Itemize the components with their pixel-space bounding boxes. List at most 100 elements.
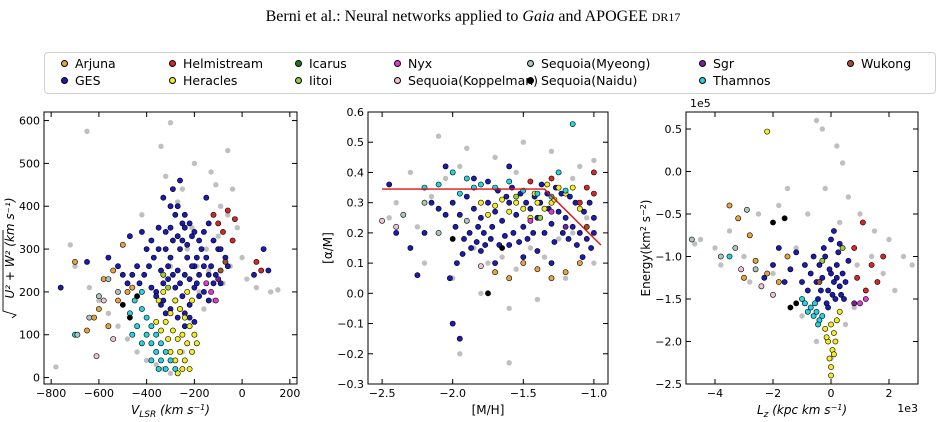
data-point [93,353,100,360]
data-point [475,223,481,230]
data-point [459,251,466,257]
data-point [184,288,191,295]
x-tick-label: −600 [84,387,114,400]
data-point [205,297,212,304]
data-point [770,270,776,277]
data-point [527,205,534,212]
data-point [457,163,463,170]
x-tick-label: 0 [239,387,246,400]
data-point [793,249,800,256]
data-point [200,263,207,270]
data-point [534,199,541,206]
legend-label: Sgr [713,56,735,71]
data-point [203,194,210,201]
data-point [84,128,90,134]
data-point [136,280,143,287]
data-point [96,306,102,312]
data-point [463,175,470,182]
data-point [158,143,164,149]
data-point [576,260,583,266]
data-point [435,205,442,212]
data-point [770,262,776,268]
legend-marker [61,60,68,67]
data-point [820,245,827,251]
legend-marker [527,60,534,67]
panel-2: −2.5 −2.0 −1.5 −1.0 −0.3 −0.2 −0.1 0.0 0.1 0.2 0.3… [321,106,609,417]
data-point [260,246,267,252]
data-point [804,287,811,294]
data-point [158,357,164,364]
series-helmistream [851,219,887,294]
series-sequoia-naidu [449,235,505,297]
data-point [193,340,200,347]
series-arjuna [726,202,791,285]
data-point [860,219,866,226]
data-point [463,193,470,200]
data-point [158,340,164,347]
data-point [162,246,169,252]
data-point [186,301,193,308]
data-point [253,284,260,291]
y-tick-label: 300 [19,243,40,256]
data-point [833,274,840,281]
y-tick-label: 0.2 [347,227,365,240]
data-point [210,280,217,287]
data-point [148,340,155,347]
data-point [784,253,791,260]
series-iitoi [513,193,544,221]
data-point [555,208,562,215]
data-point [220,228,226,235]
data-point [421,260,428,266]
data-point [217,246,224,252]
x-tick-label: 2 [886,387,893,400]
data-point [143,314,150,321]
data-point [143,246,150,252]
data-point [886,236,892,243]
data-point [732,245,739,251]
data-point [477,248,484,254]
legend-marker [169,60,176,67]
data-point [158,327,164,334]
data-point [862,287,869,294]
series-iitoi [819,245,846,264]
data-point [833,262,840,268]
data-point [787,266,794,273]
data-point [826,355,833,362]
data-point [175,199,181,205]
data-point [874,279,881,285]
data-point [186,314,193,321]
data-point [72,258,78,265]
data-point [74,331,81,338]
data-point [115,297,121,304]
data-point [115,263,121,270]
data-point [177,177,183,184]
data-point [534,266,541,273]
data-point [174,203,181,210]
data-point [802,262,808,268]
data-point [213,182,219,188]
data-point [138,228,145,235]
data-point [562,275,569,281]
data-point [506,199,513,206]
data-point [203,246,209,252]
data-point [506,163,513,170]
series-iitoi [160,271,171,291]
data-point [386,215,392,221]
data-point [501,232,508,239]
data-point [818,287,824,294]
data-point [119,301,126,308]
data-point [160,271,167,278]
data-point [555,169,562,176]
data-point [167,224,174,231]
data-point [138,306,145,312]
data-point [184,340,191,347]
data-point [574,242,580,248]
data-point [184,246,190,252]
data-point [506,208,513,215]
data-point [138,340,145,347]
data-point [200,228,207,235]
data-point [148,357,155,364]
data-point [222,258,229,265]
data-point [551,239,558,245]
data-point [186,276,193,282]
